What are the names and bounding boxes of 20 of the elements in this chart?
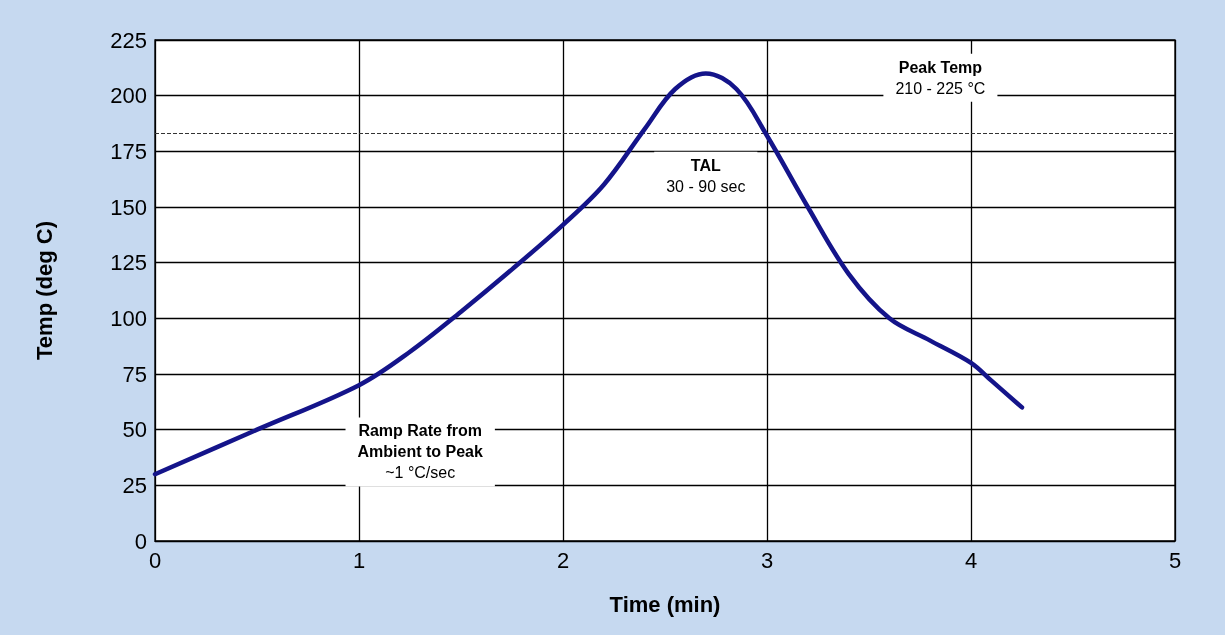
y-tick-label: 25 <box>122 472 147 498</box>
annotation: TAL 30 - 90 sec <box>666 156 746 195</box>
x-tick-label: 3 <box>760 547 774 573</box>
x-axis-title: Time (min) <box>609 591 721 617</box>
x-tick-label: 2 <box>556 547 570 573</box>
y-tick-label: 50 <box>122 417 147 443</box>
x-tick-label: 5 <box>1168 547 1182 573</box>
x-tick-label: 1 <box>352 547 366 573</box>
y-tick-label: 125 <box>110 250 147 276</box>
y-tick-label: 0 <box>134 528 147 554</box>
y-tick-label: 75 <box>122 361 147 387</box>
y-tick-label: 225 <box>110 27 147 53</box>
y-tick-label: 175 <box>110 138 147 164</box>
annotation: Ramp Rate from Ambient to Peak ~1 °C/sec <box>357 422 483 482</box>
annotation: Peak Temp 210 - 225 °C <box>895 58 986 97</box>
y-tick-label: 150 <box>110 194 147 220</box>
x-tick-label: 4 <box>964 547 978 573</box>
y-tick-label: 100 <box>110 305 147 331</box>
y-tick-label: 200 <box>110 83 147 109</box>
y-axis-title: Temp (deg C) <box>31 221 57 360</box>
